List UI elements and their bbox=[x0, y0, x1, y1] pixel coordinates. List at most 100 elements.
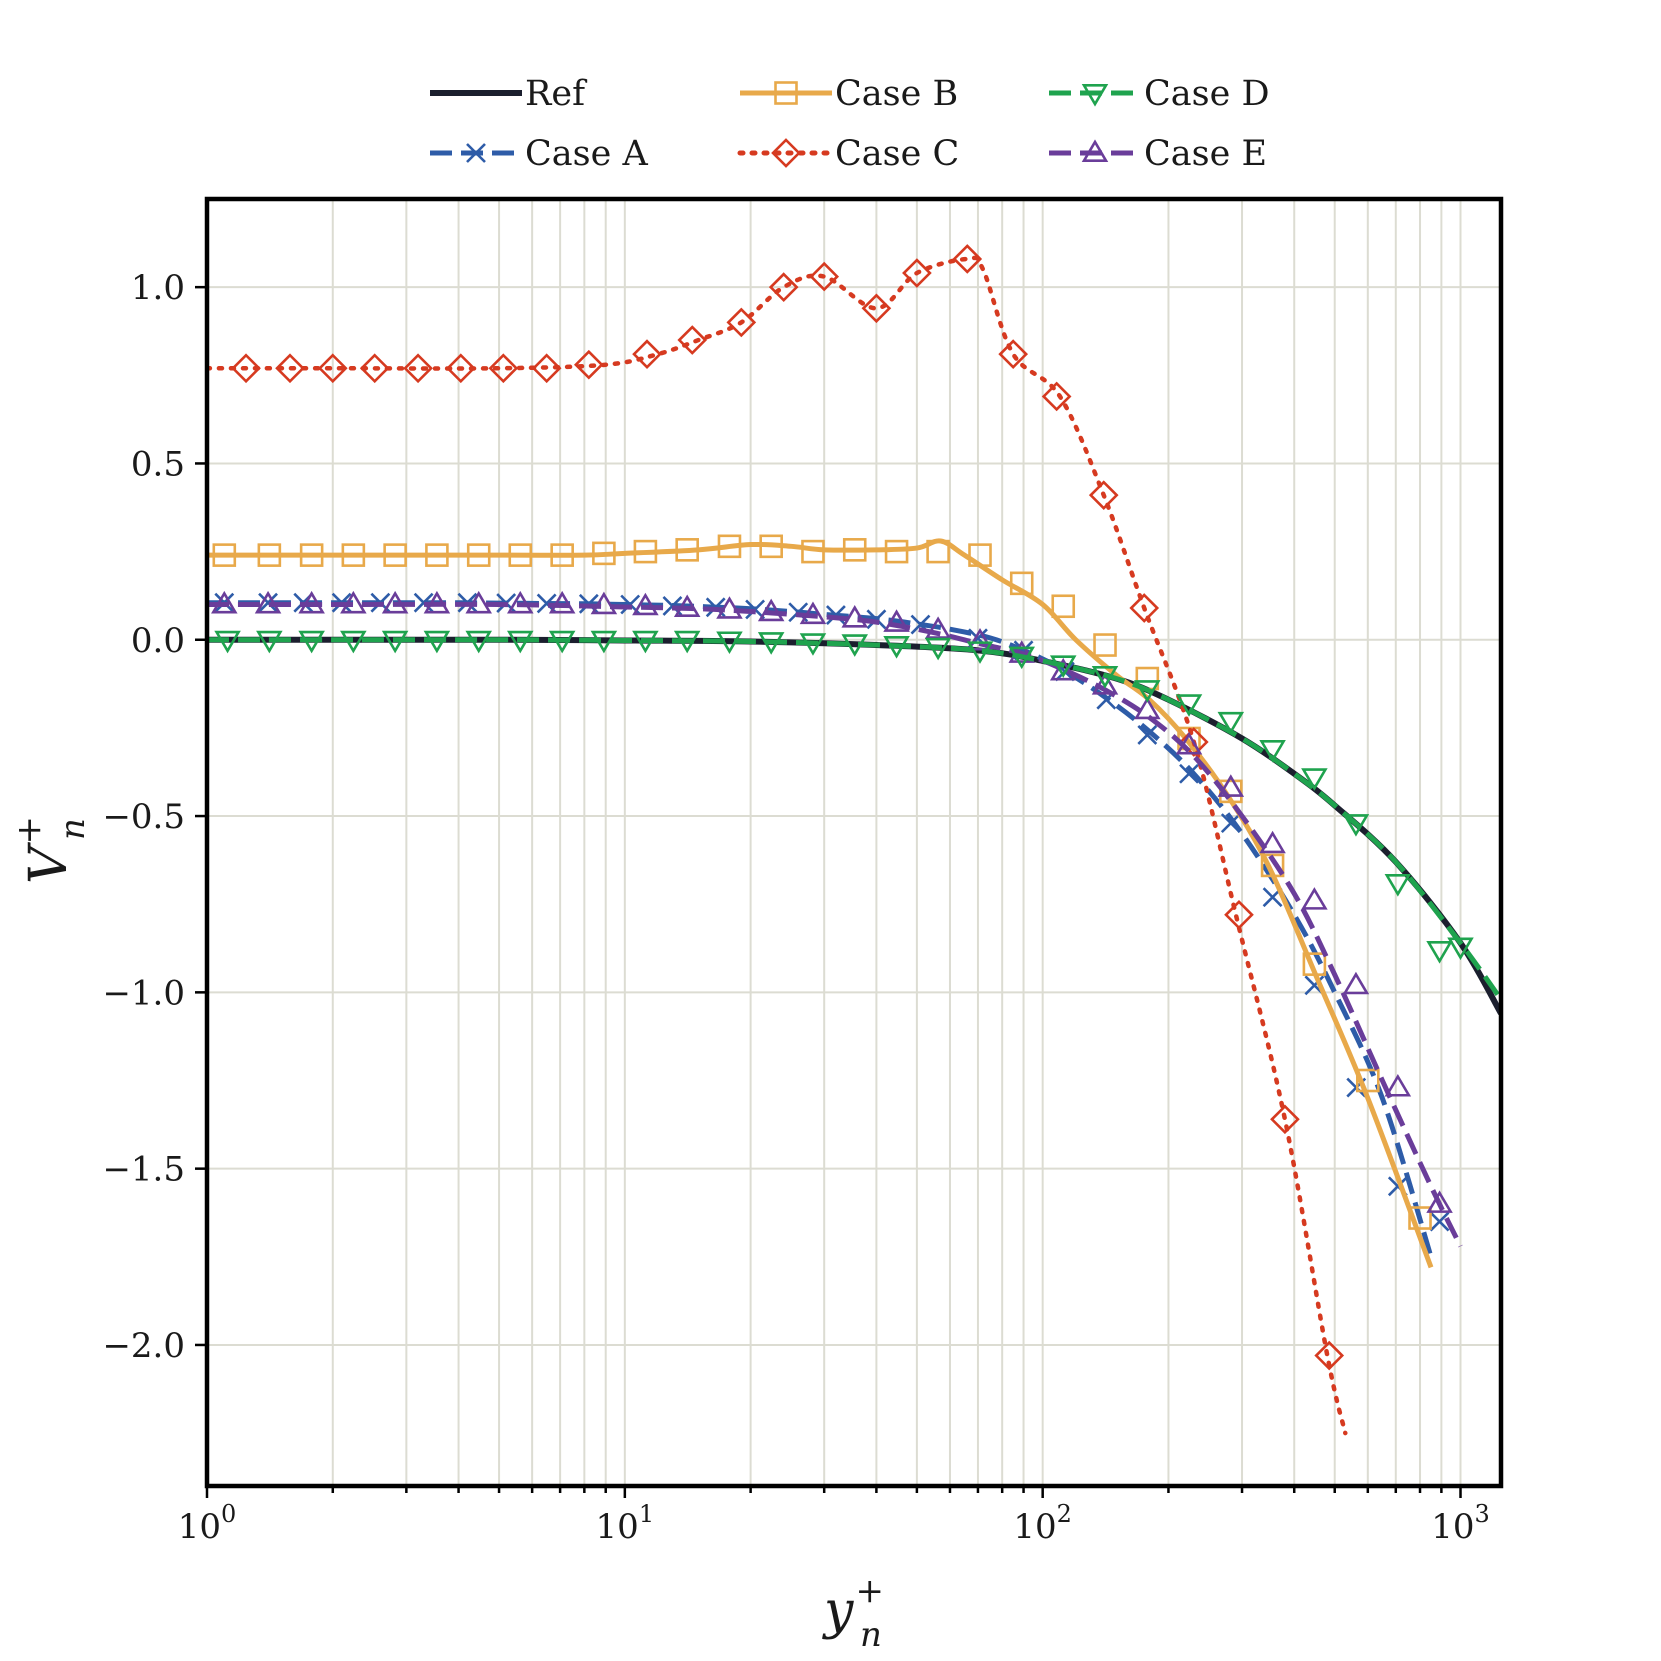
series-case-a bbox=[207, 592, 1450, 1258]
marker-case-b bbox=[508, 543, 533, 567]
marker-case-d bbox=[1175, 694, 1203, 717]
marker-case-a bbox=[258, 592, 278, 613]
marker-case-d bbox=[1091, 666, 1119, 689]
marker-case-c bbox=[1314, 1340, 1345, 1371]
marker-case-e bbox=[799, 601, 827, 625]
marker-case-b bbox=[884, 539, 909, 564]
marker-case-a bbox=[866, 609, 887, 630]
marker-case-e bbox=[966, 627, 994, 651]
marker-case-d bbox=[214, 630, 241, 654]
y-tick-label: −1.0 bbox=[102, 973, 185, 1013]
marker-case-d bbox=[841, 634, 869, 657]
marker-case-b bbox=[926, 539, 950, 564]
marker-case-e bbox=[1134, 696, 1161, 720]
marker-case-c bbox=[317, 353, 348, 384]
marker-case-c bbox=[531, 353, 562, 384]
marker-case-d bbox=[548, 630, 576, 654]
marker-case-a bbox=[413, 592, 434, 613]
marker-case-b bbox=[425, 543, 449, 567]
marker-case-c bbox=[726, 307, 757, 338]
marker-case-d bbox=[298, 630, 325, 654]
series-line-case-b bbox=[207, 538, 1434, 1269]
marker-case-e bbox=[883, 609, 910, 632]
series-case-b bbox=[207, 534, 1434, 1269]
legend-label-ref: Ref bbox=[525, 74, 588, 114]
marker-case-d bbox=[1426, 941, 1453, 964]
legend-label-case-e: Case E bbox=[1144, 134, 1267, 174]
legend: Ref Case A Case B Case C Case D Case E bbox=[430, 74, 1270, 174]
marker-case-e bbox=[1049, 657, 1077, 681]
series-layer bbox=[207, 244, 1501, 1436]
legend-item-case-b: Case B bbox=[740, 74, 958, 114]
series-case-e bbox=[207, 590, 1463, 1248]
marker-case-d bbox=[1384, 874, 1412, 897]
y-axis-label-base: V bbox=[19, 842, 79, 884]
marker-case-b bbox=[759, 534, 783, 559]
marker-case-d bbox=[590, 630, 618, 654]
y-axis-label-sup: + bbox=[9, 816, 49, 845]
marker-case-b bbox=[1051, 594, 1076, 619]
marker-case-c bbox=[1129, 593, 1160, 623]
marker-case-b bbox=[675, 538, 699, 562]
marker-case-d bbox=[1008, 646, 1036, 670]
marker-case-b bbox=[633, 539, 658, 564]
x-tick-label: 102 bbox=[1013, 1500, 1072, 1547]
grid bbox=[206, 199, 1501, 1486]
marker-case-c bbox=[902, 258, 932, 288]
x-axis-label-sup: + bbox=[855, 1571, 884, 1611]
marker-case-d bbox=[799, 633, 827, 656]
legend-item-case-e: Case E bbox=[1049, 134, 1267, 174]
series-line-case-a bbox=[207, 600, 1434, 1258]
marker-case-d bbox=[883, 636, 910, 659]
marker-case-d bbox=[423, 630, 451, 654]
legend-label-case-a: Case A bbox=[525, 134, 648, 174]
marker-case-a bbox=[1429, 1211, 1450, 1232]
marker-case-d bbox=[632, 630, 659, 654]
y-tick-label: 0.5 bbox=[131, 444, 185, 484]
marker-case-a bbox=[1220, 813, 1241, 834]
legend-marker-case-e bbox=[1081, 139, 1109, 162]
series-case-c bbox=[207, 244, 1348, 1436]
marker-case-d bbox=[1259, 740, 1286, 763]
marker-case-e bbox=[381, 590, 409, 614]
marker-case-d bbox=[1134, 680, 1161, 703]
legend-item-ref: Ref bbox=[430, 74, 588, 114]
marker-case-d bbox=[1301, 768, 1328, 791]
legend-item-case-a: Case A bbox=[430, 134, 648, 174]
legend-label-case-b: Case B bbox=[835, 74, 958, 114]
marker-case-b bbox=[842, 538, 867, 562]
marker-case-c bbox=[445, 353, 476, 384]
marker-case-e bbox=[1342, 971, 1370, 995]
marker-case-b bbox=[968, 543, 992, 567]
marker-case-c bbox=[677, 325, 708, 355]
marker-case-d bbox=[673, 630, 701, 654]
marker-case-d bbox=[1049, 655, 1077, 679]
y-axis-label: V+ n bbox=[9, 816, 93, 884]
series-line-case-c bbox=[207, 255, 1348, 1436]
marker-case-c bbox=[1224, 899, 1254, 930]
marker-case-e bbox=[924, 616, 952, 639]
legend-marker-case-a bbox=[466, 143, 486, 163]
marker-case-c bbox=[359, 353, 390, 384]
marker-case-b bbox=[383, 543, 407, 567]
legend-marker-case-b bbox=[774, 81, 798, 105]
marker-case-e bbox=[1091, 672, 1119, 695]
marker-case-d bbox=[1447, 937, 1474, 961]
marker-case-d bbox=[1217, 711, 1245, 735]
marker-case-b bbox=[592, 541, 616, 566]
marker-case-e bbox=[673, 594, 701, 618]
series-case-d bbox=[207, 630, 1501, 1001]
marker-case-c bbox=[632, 339, 662, 369]
marker-case-e bbox=[465, 590, 492, 614]
plot-frame bbox=[204, 196, 1504, 1489]
marker-case-e bbox=[1217, 774, 1245, 797]
marker-case-a bbox=[1137, 725, 1158, 745]
marker-case-e bbox=[841, 605, 869, 628]
marker-case-c bbox=[488, 353, 519, 384]
marker-case-e bbox=[423, 590, 451, 614]
marker-case-b bbox=[212, 543, 237, 567]
marker-case-d bbox=[381, 630, 409, 654]
marker-case-e bbox=[716, 596, 743, 619]
marker-case-e bbox=[632, 592, 659, 616]
ticks: 1.0 0.5 0.0 −0.5 −1.0 −1.5 −2.0 100 101 102 103 bbox=[102, 268, 1489, 1547]
